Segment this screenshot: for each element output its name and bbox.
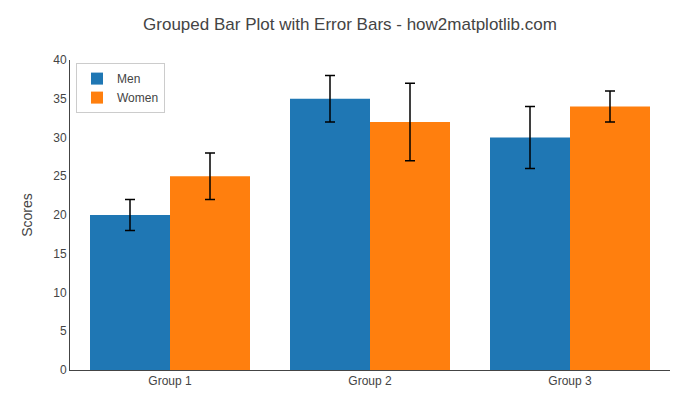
svg-text:Scores: Scores	[19, 193, 35, 237]
svg-text:40: 40	[53, 53, 67, 67]
svg-text:15: 15	[53, 247, 67, 261]
svg-text:Group 2: Group 2	[348, 374, 392, 388]
svg-text:Group 1: Group 1	[148, 374, 192, 388]
svg-text:35: 35	[53, 92, 67, 106]
svg-text:10: 10	[53, 286, 67, 300]
svg-text:0: 0	[60, 363, 67, 377]
svg-text:30: 30	[53, 131, 67, 145]
svg-text:5: 5	[60, 324, 67, 338]
svg-text:25: 25	[53, 169, 67, 183]
svg-text:Men: Men	[117, 72, 140, 86]
svg-text:Women: Women	[117, 91, 158, 105]
svg-text:Group 3: Group 3	[548, 374, 592, 388]
svg-text:20: 20	[53, 208, 67, 222]
svg-text:Grouped Bar Plot with Error Ba: Grouped Bar Plot with Error Bars - how2m…	[143, 15, 557, 34]
